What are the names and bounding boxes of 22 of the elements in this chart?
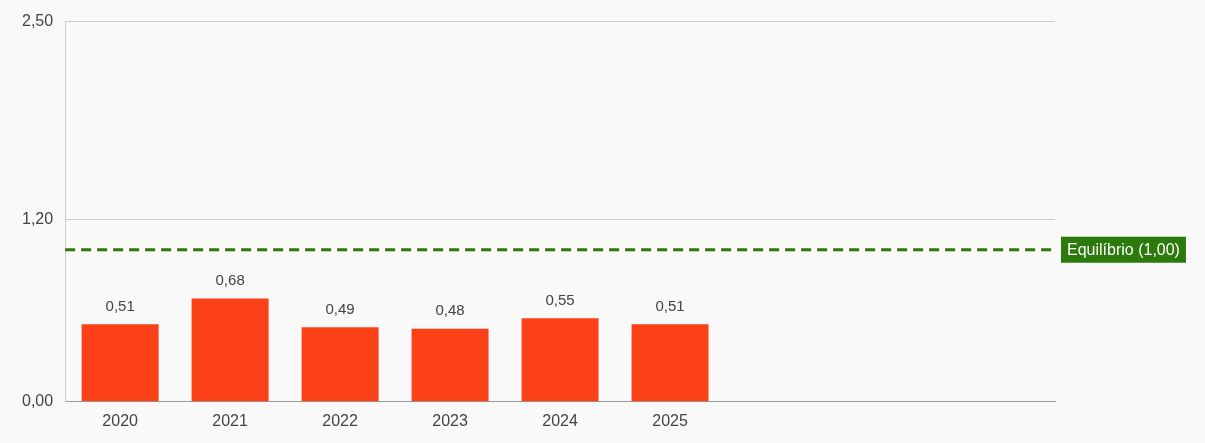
data-label: 0,49 <box>325 299 355 317</box>
data-label: 0,51 <box>105 296 135 314</box>
x-tick-label: 2022 <box>322 411 358 429</box>
data-label: 0,51 <box>655 296 685 314</box>
ref-line-label: Equilíbrio (1,00) <box>1067 241 1180 259</box>
x-tick-label: 2023 <box>432 411 468 429</box>
y-tick-label: 1,20 <box>22 209 54 227</box>
data-label: 0,55 <box>545 290 575 308</box>
data-label: 0,48 <box>435 301 465 319</box>
x-tick-label: 2024 <box>542 411 578 429</box>
bar <box>631 324 709 402</box>
x-tick-label: 2021 <box>212 411 249 429</box>
data-label: 0,68 <box>215 271 245 289</box>
bar <box>301 327 379 402</box>
bar <box>191 298 269 402</box>
x-tick-label: 2020 <box>102 411 139 429</box>
x-tick-label: 2025 <box>652 411 688 429</box>
y-tick-label: 0,00 <box>22 392 54 410</box>
bar <box>521 318 599 402</box>
bar <box>411 328 489 402</box>
y-tick-label: 2,50 <box>22 12 54 30</box>
bar <box>81 324 159 402</box>
